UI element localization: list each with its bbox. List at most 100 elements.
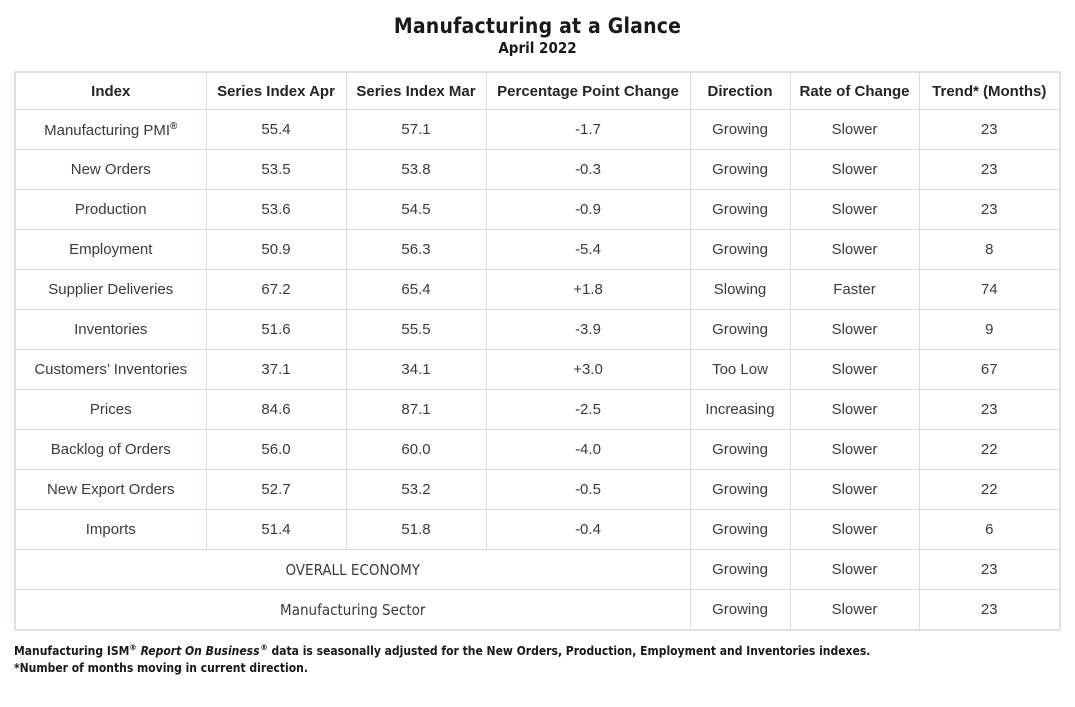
registered-mark: ® xyxy=(170,120,178,132)
trend-cell: 23 xyxy=(918,109,1061,150)
direction-cell: Growing xyxy=(689,109,791,150)
series-index-apr-cell: 51.4 xyxy=(205,509,347,550)
rate-of-change-cell: Slower xyxy=(789,509,920,550)
trend-cell: 23 xyxy=(918,189,1061,230)
registered-mark: ® xyxy=(260,643,268,652)
series-index-apr-cell: 56.0 xyxy=(205,429,347,470)
direction-cell: Growing xyxy=(689,429,791,470)
table-row: New Orders 53.5 53.8 -0.3 Growing Slower 23 xyxy=(14,149,1061,190)
percentage-point-change-cell: -5.4 xyxy=(485,229,691,270)
index-cell: Production xyxy=(14,189,207,230)
rate-of-change-cell: Slower xyxy=(789,349,920,390)
series-index-mar-cell: 60.0 xyxy=(345,429,487,470)
index-cell: Imports xyxy=(14,509,207,550)
rate-of-change-cell: Faster xyxy=(789,269,920,310)
col-header-direction: Direction xyxy=(689,71,791,110)
table-row: Supplier Deliveries 67.2 65.4 +1.8 Slowing Fa… xyxy=(14,269,1061,310)
series-index-apr-cell: 37.1 xyxy=(205,349,347,390)
direction-cell: Growing xyxy=(689,469,791,510)
index-cell: New Orders xyxy=(14,149,207,190)
col-header-percentage-point-change: Percentage Point Change xyxy=(485,71,691,110)
rate-of-change-cell: Slower xyxy=(789,429,920,470)
table-header: Index Series Index Apr Series Index Mar … xyxy=(14,71,1061,110)
series-index-mar-cell: 51.8 xyxy=(345,509,487,550)
header-row: Index Series Index Apr Series Index Mar … xyxy=(14,71,1061,110)
index-cell: Prices xyxy=(14,389,207,430)
series-index-apr-cell: 67.2 xyxy=(205,269,347,310)
trend-cell: 22 xyxy=(918,469,1061,510)
percentage-point-change-cell: -0.3 xyxy=(485,149,691,190)
index-cell: Inventories xyxy=(14,309,207,350)
percentage-point-change-cell: +3.0 xyxy=(485,349,691,390)
index-cell: Customers’ Inventories xyxy=(14,349,207,390)
percentage-point-change-cell: -0.5 xyxy=(485,469,691,510)
trend-cell: 67 xyxy=(918,349,1061,390)
table-row: Customers’ Inventories 37.1 34.1 +3.0 Too Lo… xyxy=(14,349,1061,390)
page-subtitle: April 2022 xyxy=(498,39,577,57)
series-index-mar-cell: 53.2 xyxy=(345,469,487,510)
series-index-mar-cell: 56.3 xyxy=(345,229,487,270)
series-index-apr-cell: 53.6 xyxy=(205,189,347,230)
index-cell: Employment xyxy=(14,229,207,270)
table-row: Prices 84.6 87.1 -2.5 Increasing Slower 23 xyxy=(14,389,1061,430)
direction-cell: Growing xyxy=(689,549,791,590)
registered-mark: ® xyxy=(129,643,137,652)
trend-cell: 9 xyxy=(918,309,1061,350)
col-header-index: Index xyxy=(14,71,207,110)
trend-cell: 23 xyxy=(918,389,1061,430)
summary-row: OVERALL ECONOMY Growing Slower 23 xyxy=(14,549,1061,590)
direction-cell: Growing xyxy=(689,309,791,350)
col-header-series-index-mar: Series Index Mar xyxy=(345,71,487,110)
col-header-trend-months: Trend* (Months) xyxy=(918,71,1061,110)
trend-cell: 74 xyxy=(918,269,1061,310)
series-index-mar-cell: 57.1 xyxy=(345,109,487,150)
table-row: Imports 51.4 51.8 -0.4 Growing Slower 6 xyxy=(14,509,1061,550)
percentage-point-change-cell: -0.9 xyxy=(485,189,691,230)
direction-cell: Growing xyxy=(689,509,791,550)
table-body: Manufacturing PMI® 55.4 57.1 -1.7 Growing Slo… xyxy=(14,109,1061,631)
table-row: Inventories 51.6 55.5 -3.9 Growing Slower 9 xyxy=(14,309,1061,350)
rate-of-change-cell: Slower xyxy=(789,189,920,230)
footnote-line1-rest: data is seasonally adjusted for the New … xyxy=(267,644,871,658)
direction-cell: Too Low xyxy=(689,349,791,390)
series-index-mar-cell: 34.1 xyxy=(345,349,487,390)
footnote-line2: *Number of months moving in current dire… xyxy=(14,660,308,675)
trend-cell: 23 xyxy=(918,589,1061,631)
table-row: Manufacturing PMI® 55.4 57.1 -1.7 Growing Slo… xyxy=(14,109,1061,150)
summary-label-cell: Manufacturing Sector xyxy=(14,589,691,631)
series-index-apr-cell: 53.5 xyxy=(205,149,347,190)
rate-of-change-cell: Slower xyxy=(789,149,920,190)
direction-cell: Increasing xyxy=(689,389,791,430)
table-row: Employment 50.9 56.3 -5.4 Growing Slower 8 xyxy=(14,229,1061,270)
rate-of-change-cell: Slower xyxy=(789,589,920,631)
footnote-report-on-business: Report On Business xyxy=(140,644,260,658)
series-index-mar-cell: 55.5 xyxy=(345,309,487,350)
summary-label-cell: OVERALL ECONOMY xyxy=(14,549,691,590)
series-index-mar-cell: 54.5 xyxy=(345,189,487,230)
col-header-rate-of-change: Rate of Change xyxy=(789,71,920,110)
series-index-apr-cell: 50.9 xyxy=(205,229,347,270)
table-row: Backlog of Orders 56.0 60.0 -4.0 Growing Slow… xyxy=(14,429,1061,470)
direction-cell: Growing xyxy=(689,589,791,631)
rate-of-change-cell: Slower xyxy=(789,469,920,510)
trend-cell: 6 xyxy=(918,509,1061,550)
percentage-point-change-cell: +1.8 xyxy=(485,269,691,310)
percentage-point-change-cell: -3.9 xyxy=(485,309,691,350)
direction-cell: Slowing xyxy=(689,269,791,310)
manufacturing-at-a-glance-table: Index Series Index Apr Series Index Mar … xyxy=(14,71,1061,631)
percentage-point-change-cell: -4.0 xyxy=(485,429,691,470)
series-index-mar-cell: 53.8 xyxy=(345,149,487,190)
series-index-apr-cell: 52.7 xyxy=(205,469,347,510)
rate-of-change-cell: Slower xyxy=(789,229,920,270)
rate-of-change-cell: Slower xyxy=(789,109,920,150)
trend-cell: 23 xyxy=(918,149,1061,190)
direction-cell: Growing xyxy=(689,189,791,230)
footnote-line1-prefix: Manufacturing ISM xyxy=(14,644,130,658)
rate-of-change-cell: Slower xyxy=(789,309,920,350)
page-title: Manufacturing at a Glance xyxy=(393,14,682,38)
percentage-point-change-cell: -2.5 xyxy=(485,389,691,430)
series-index-mar-cell: 87.1 xyxy=(345,389,487,430)
series-index-apr-cell: 51.6 xyxy=(205,309,347,350)
trend-cell: 8 xyxy=(918,229,1061,270)
trend-cell: 22 xyxy=(918,429,1061,470)
